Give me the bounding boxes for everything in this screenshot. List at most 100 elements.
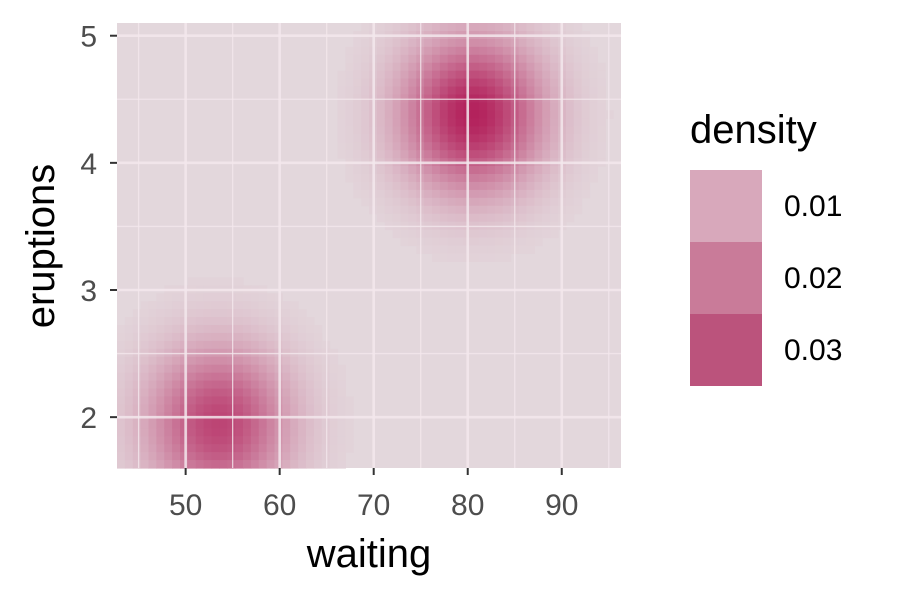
heatmap-cell — [384, 189, 394, 199]
heatmap-cell — [124, 452, 134, 461]
heatmap-cell — [124, 420, 134, 429]
heatmap-cell — [219, 380, 228, 390]
heatmap-cell — [392, 181, 402, 191]
heatmap-cell — [376, 181, 386, 191]
heatmap-cell — [392, 166, 402, 175]
heatmap-cell — [502, 78, 512, 88]
heatmap-cell — [140, 404, 150, 413]
heatmap-cell — [266, 436, 276, 445]
heatmap-cell — [581, 166, 591, 175]
heatmap-cell — [140, 436, 150, 445]
heatmap-cell — [581, 150, 591, 159]
heatmap-cell — [345, 118, 354, 127]
heatmap-cell — [408, 23, 417, 32]
heatmap-cell — [471, 205, 480, 215]
heatmap-cell — [447, 78, 457, 88]
legend-key — [690, 314, 762, 386]
heatmap-cell — [219, 372, 228, 382]
heatmap-cell — [534, 70, 543, 80]
heatmap-cell — [266, 324, 276, 334]
heatmap-cell — [124, 388, 134, 398]
heatmap-cell — [195, 340, 205, 350]
heatmap-cell — [502, 213, 512, 223]
heatmap-cell — [290, 404, 299, 413]
heatmap-cell — [164, 420, 173, 429]
heatmap-cell — [337, 102, 346, 112]
heatmap-cell — [117, 364, 126, 374]
heatmap-cell — [132, 324, 142, 334]
heatmap-cell — [290, 460, 299, 469]
heatmap-cell — [565, 70, 575, 80]
heatmap-cell — [156, 436, 165, 445]
heatmap-cell — [534, 62, 543, 72]
heatmap-cell — [117, 404, 126, 413]
heatmap-cell — [487, 213, 496, 223]
heatmap-cell — [117, 436, 126, 445]
heatmap-cell — [376, 173, 386, 183]
heatmap-cell — [432, 70, 441, 80]
heatmap-cell — [376, 142, 386, 151]
heatmap-cell — [140, 324, 150, 334]
heatmap-cell — [361, 62, 370, 72]
heatmap-cell — [400, 38, 409, 48]
heatmap-cell — [156, 301, 165, 310]
heatmap-cell — [203, 309, 213, 318]
heatmap-cell — [400, 134, 409, 143]
heatmap-cell — [542, 126, 551, 135]
heatmap-cell — [424, 189, 433, 199]
heatmap-cell — [353, 126, 362, 135]
heatmap-cell — [290, 324, 299, 334]
heatmap-cell — [573, 86, 583, 96]
heatmap-cell — [172, 380, 181, 390]
heatmap-cell — [164, 364, 173, 374]
heatmap-cell — [542, 86, 551, 96]
heatmap-cell — [518, 134, 528, 143]
heatmap-cell — [117, 444, 126, 453]
heatmap-cell — [258, 452, 268, 461]
heatmap-cell — [211, 356, 220, 366]
heatmap-cell — [534, 126, 543, 135]
heatmap-cell — [392, 173, 402, 183]
heatmap-cell — [565, 189, 575, 199]
heatmap-cell — [211, 364, 220, 374]
heatmap-cell — [447, 197, 457, 207]
heatmap-cell — [550, 126, 559, 135]
heatmap-cell — [384, 118, 394, 127]
heatmap-cell — [542, 118, 551, 127]
heatmap-cell — [140, 444, 150, 453]
heatmap-cell — [439, 197, 449, 207]
heatmap-cell — [329, 388, 339, 398]
heatmap-cell — [187, 364, 197, 374]
heatmap-cell — [148, 324, 157, 334]
heatmap-cell — [447, 173, 457, 183]
heatmap-cell — [400, 78, 409, 88]
heatmap-cell — [203, 301, 213, 310]
heatmap-cell — [124, 428, 134, 437]
heatmap-cell — [164, 332, 173, 342]
heatmap-cell — [424, 197, 433, 207]
heatmap-cell — [187, 317, 197, 326]
heatmap-cell — [235, 404, 244, 413]
heatmap-cell — [345, 70, 354, 80]
heatmap-cell — [487, 126, 496, 135]
heatmap-cell — [195, 364, 205, 374]
heatmap-cell — [124, 396, 134, 406]
heatmap-cell — [117, 420, 126, 429]
heatmap-cell — [542, 23, 551, 32]
heatmap-cell — [565, 134, 575, 143]
heatmap-cell — [180, 356, 189, 366]
heatmap-cell — [526, 197, 535, 207]
heatmap-cell — [597, 134, 606, 143]
heatmap-cell — [140, 460, 150, 469]
heatmap-cell — [124, 444, 134, 453]
heatmap-cell — [227, 372, 236, 382]
heatmap-cell — [471, 38, 480, 48]
heatmap-cell — [187, 428, 197, 437]
y-tick-label: 3 — [80, 275, 97, 308]
heatmap-cell — [290, 436, 299, 445]
heatmap-cell — [581, 38, 591, 48]
heatmap-cell — [487, 110, 496, 119]
heatmap-cell — [550, 229, 559, 239]
heatmap-cell — [495, 46, 504, 56]
